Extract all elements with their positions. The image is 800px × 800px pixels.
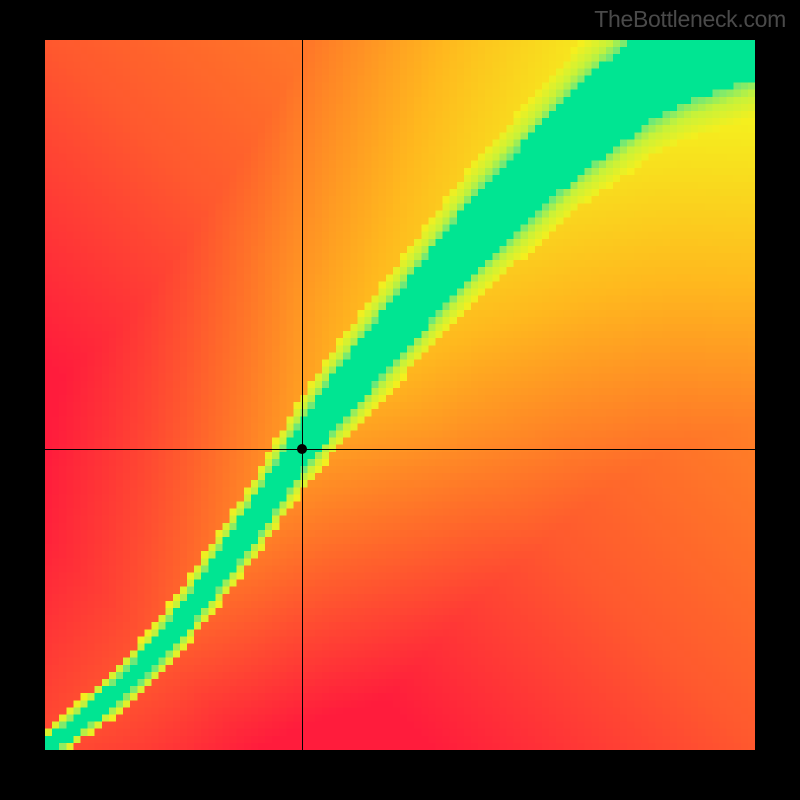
heatmap-canvas [45,40,755,750]
crosshair-horizontal [45,449,755,450]
data-point-marker [297,444,307,454]
plot-area [45,40,755,750]
crosshair-vertical [302,40,303,750]
chart-container: TheBottleneck.com [0,0,800,800]
watermark-text: TheBottleneck.com [594,6,786,33]
